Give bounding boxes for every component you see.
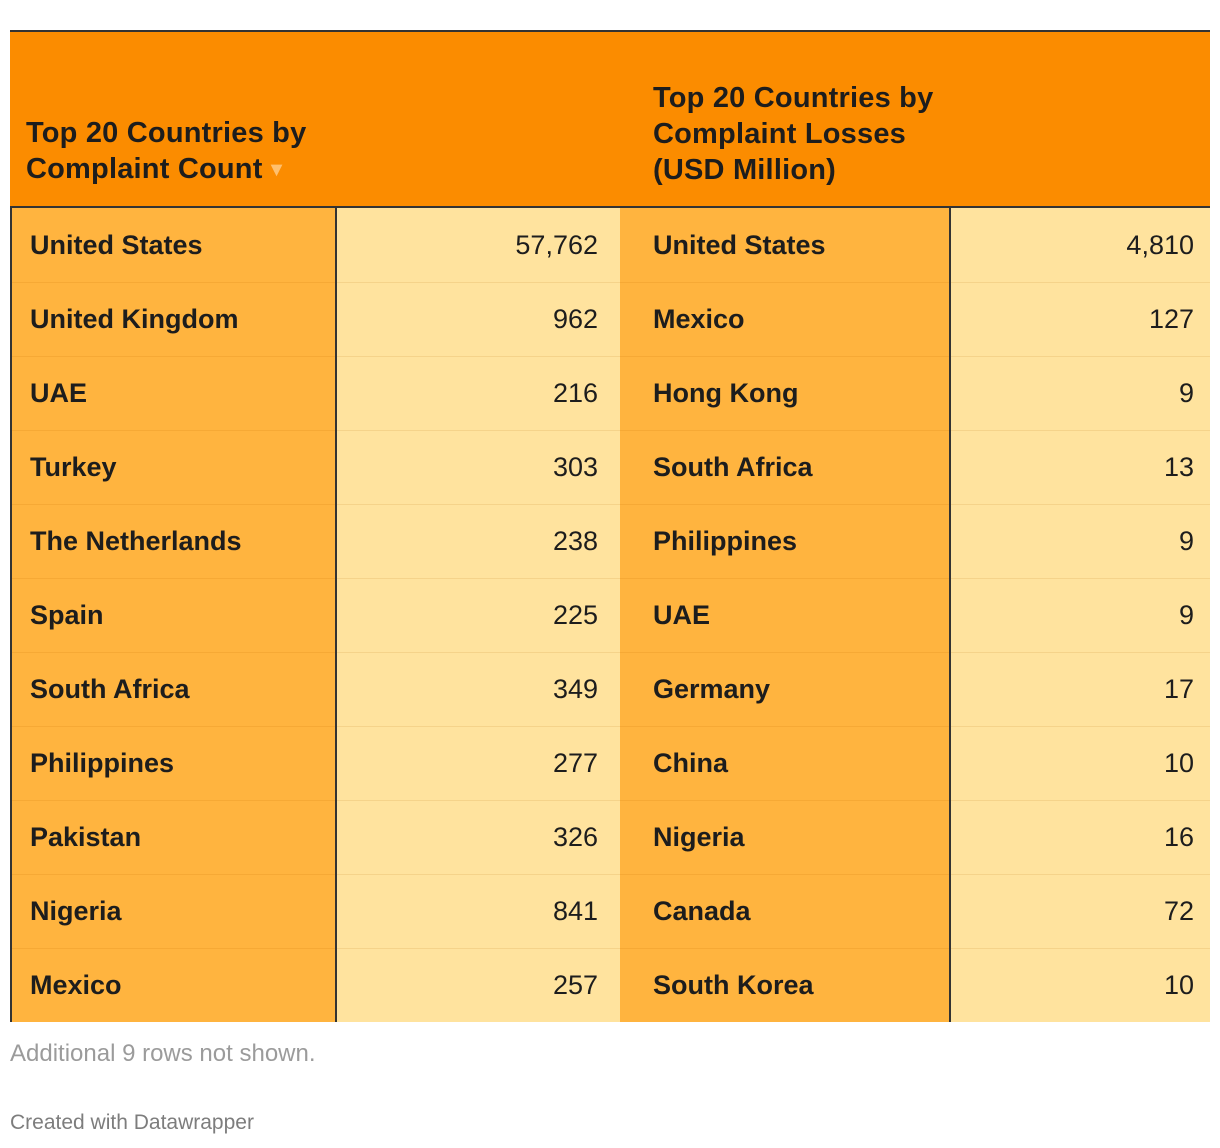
table-body: United States 57,762 United States 4,810 Uni… <box>10 208 1210 1022</box>
complaint-losses-cell: 9 <box>951 578 1210 652</box>
column-header-complaint-count[interactable]: Top 20 Countries by Complaint Count ▼ <box>26 117 307 185</box>
table-row: Philippines 277 China 10 <box>10 726 1210 800</box>
complaint-losses-cell: 16 <box>951 800 1210 874</box>
country-losses-cell: Philippines <box>620 504 951 578</box>
complaint-count-cell: 326 <box>337 800 620 874</box>
complaint-count-cell: 962 <box>337 282 620 356</box>
country-losses-cell: United States <box>620 208 951 282</box>
complaint-losses-cell: 9 <box>951 356 1210 430</box>
complaint-losses-cell: 9 <box>951 504 1210 578</box>
complaint-count-cell: 216 <box>337 356 620 430</box>
complaint-losses-cell: 4,810 <box>951 208 1210 282</box>
column-header-complaint-losses[interactable]: Top 20 Countries by Complaint Losses (US… <box>653 82 934 186</box>
complaint-losses-cell: 13 <box>951 430 1210 504</box>
table-row: United Kingdom 962 Mexico 127 <box>10 282 1210 356</box>
complaint-count-cell: 225 <box>337 578 620 652</box>
country-losses-cell: UAE <box>620 578 951 652</box>
table-row: Nigeria 841 Canada 72 <box>10 874 1210 948</box>
country-count-cell: The Netherlands <box>10 504 337 578</box>
country-count-cell: Turkey <box>10 430 337 504</box>
data-table: Top 20 Countries by Complaint Count ▼ Top… <box>10 30 1210 1022</box>
complaint-count-cell: 57,762 <box>337 208 620 282</box>
complaint-losses-cell: 127 <box>951 282 1210 356</box>
country-losses-cell: Hong Kong <box>620 356 951 430</box>
country-count-cell: Mexico <box>10 948 337 1022</box>
sort-down-icon[interactable]: ▼ <box>266 159 287 181</box>
complaint-count-cell: 257 <box>337 948 620 1022</box>
country-count-cell: South Africa <box>10 652 337 726</box>
table-header: Top 20 Countries by Complaint Count ▼ Top… <box>10 30 1210 208</box>
country-losses-cell: Canada <box>620 874 951 948</box>
country-losses-cell: Mexico <box>620 282 951 356</box>
table-row: The Netherlands 238 Philippines 9 <box>10 504 1210 578</box>
country-count-cell: UAE <box>10 356 337 430</box>
complaint-losses-cell: 10 <box>951 726 1210 800</box>
table-row: UAE 216 Hong Kong 9 <box>10 356 1210 430</box>
complaint-losses-cell: 10 <box>951 948 1210 1022</box>
table-notes: Additional 9 rows not shown. <box>10 1040 316 1067</box>
table-row: Mexico 257 South Korea 10 <box>10 948 1210 1022</box>
complaint-count-cell: 303 <box>337 430 620 504</box>
table-row: United States 57,762 United States 4,810 <box>10 208 1210 282</box>
country-losses-cell: South Africa <box>620 430 951 504</box>
complaint-count-cell: 841 <box>337 874 620 948</box>
country-losses-cell: China <box>620 726 951 800</box>
country-losses-cell: South Korea <box>620 948 951 1022</box>
table-row: Turkey 303 South Africa 13 <box>10 430 1210 504</box>
credit-text: Created with Datawrapper <box>10 1111 254 1134</box>
complaint-count-cell: 277 <box>337 726 620 800</box>
country-count-cell: Philippines <box>10 726 337 800</box>
country-losses-cell: Nigeria <box>620 800 951 874</box>
country-count-cell: Nigeria <box>10 874 337 948</box>
country-count-cell: United Kingdom <box>10 282 337 356</box>
table-row: Pakistan 326 Nigeria 16 <box>10 800 1210 874</box>
country-count-cell: Pakistan <box>10 800 337 874</box>
country-losses-cell: Germany <box>620 652 951 726</box>
country-count-cell: Spain <box>10 578 337 652</box>
country-count-cell: United States <box>10 208 337 282</box>
table-row: Spain 225 UAE 9 <box>10 578 1210 652</box>
table-row: South Africa 349 Germany 17 <box>10 652 1210 726</box>
complaint-losses-cell: 72 <box>951 874 1210 948</box>
complaint-count-cell: 238 <box>337 504 620 578</box>
complaint-count-cell: 349 <box>337 652 620 726</box>
complaint-losses-cell: 17 <box>951 652 1210 726</box>
